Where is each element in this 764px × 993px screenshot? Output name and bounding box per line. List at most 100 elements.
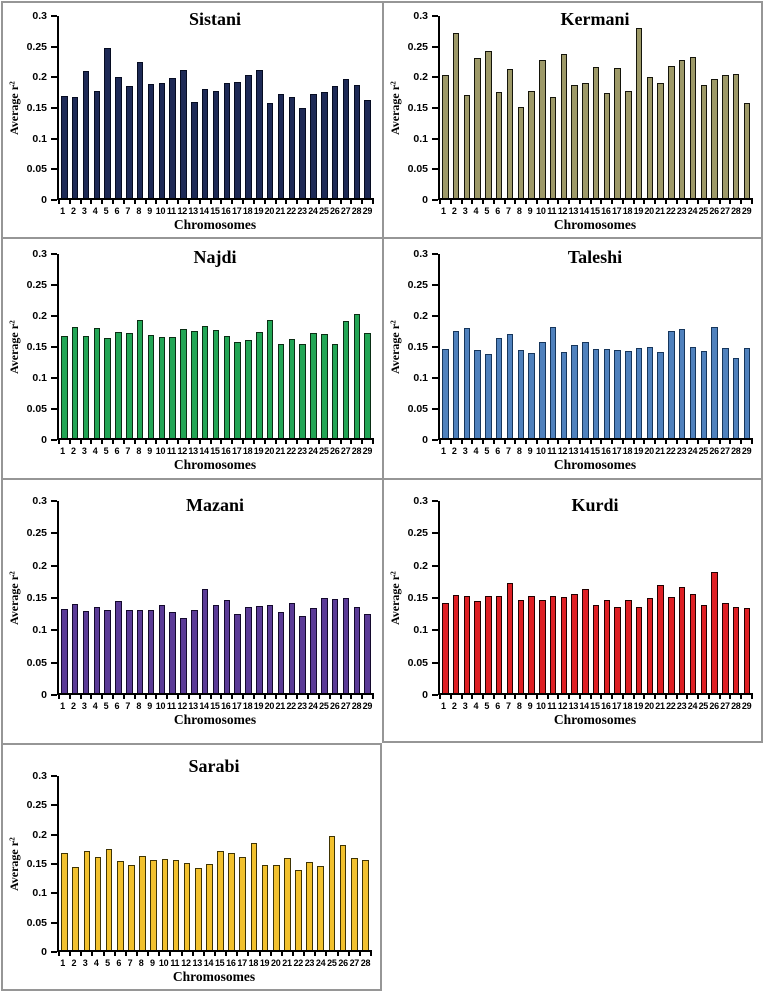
bar <box>592 66 600 198</box>
bar <box>245 339 252 438</box>
x-axis-tick-labels: 1 2 3 4 5 6 7 8 9 10 11 12 13 14 15 16 17 18 19 20 21 22 23 24 2… <box>57 701 373 711</box>
x-axis-tick-labels: 1 2 3 4 5 6 7 8 9 10 11 12 13 14 15 16 17 18 19 20 21 22 23 24 2… <box>57 206 373 216</box>
bar <box>700 605 707 693</box>
bar <box>657 352 664 438</box>
x-tick-label: 3 <box>81 446 87 456</box>
bar <box>115 331 122 438</box>
y-tick-label: 0.15 <box>26 857 47 870</box>
x-tick-mark <box>263 693 266 699</box>
x-tick-label: 22 <box>666 206 676 216</box>
bar <box>582 342 589 438</box>
bar <box>625 91 632 198</box>
x-tick-mark <box>328 198 331 204</box>
bar <box>72 97 79 198</box>
x-tick-mark <box>144 198 147 204</box>
x-tick-mark <box>198 438 201 444</box>
y-tick-label: 0 <box>41 688 47 701</box>
x-tick-mark <box>187 198 190 204</box>
x-tick-mark <box>124 950 127 956</box>
y-tick-mark <box>432 284 438 286</box>
y-tick-mark <box>51 15 57 17</box>
x-axis-label: Chromosomes <box>553 457 637 472</box>
x-tick-label: 19 <box>633 206 644 216</box>
y-tick-mark <box>432 168 438 171</box>
chart: Average r² 0.3 0.25 0.2 0.15 0.1 0.05 0 Najdi … <box>7 247 374 473</box>
bar <box>136 62 144 198</box>
x-tick-label: 18 <box>622 446 633 456</box>
x-tick-mark <box>198 693 201 699</box>
x-tick-mark <box>589 198 592 204</box>
y-tick-mark <box>432 408 438 410</box>
y-axis-label: Average r² <box>388 571 402 625</box>
x-tick-label: 29 <box>362 446 373 456</box>
bar <box>442 75 449 198</box>
x-tick-mark <box>274 198 277 204</box>
y-tick-label: 0.1 <box>413 132 428 145</box>
bar <box>169 337 176 438</box>
bar <box>689 593 697 693</box>
chart-title: Sarabi <box>188 756 240 776</box>
y-tick-mark <box>51 45 57 48</box>
x-tick-mark <box>155 438 158 444</box>
x-tick-mark <box>296 693 299 699</box>
x-tick-mark <box>358 950 361 956</box>
bar <box>317 865 325 950</box>
x-tick-mark <box>122 693 125 699</box>
x-tick-mark <box>339 198 342 204</box>
y-axis-tick-labels: 0.3 0.25 0.2 0.15 0.1 0.05 0 <box>22 495 57 701</box>
x-tick-mark <box>654 693 657 699</box>
chart: Average r² 0.3 0.25 0.2 0.15 0.1 0.05 0 Mazani… <box>7 495 374 728</box>
bar <box>485 353 492 438</box>
y-tick-mark <box>51 661 57 664</box>
bar <box>321 92 328 198</box>
x-tick-label: 26 <box>338 958 348 968</box>
y-axis-tick-labels: 0.3 0.25 0.2 0.15 0.1 0.05 0 <box>22 770 57 958</box>
x-tick-mark <box>314 950 317 956</box>
bar <box>126 332 133 438</box>
x-tick-label: 25 <box>319 701 329 711</box>
y-tick-label: 0.05 <box>26 916 47 929</box>
bar <box>115 600 122 693</box>
bar <box>328 835 336 950</box>
bar <box>442 602 449 693</box>
x-tick-mark <box>225 950 228 956</box>
y-tick-mark <box>432 15 438 17</box>
x-tick-label: 25 <box>319 446 329 456</box>
bar <box>679 586 686 693</box>
x-tick-mark <box>101 693 104 699</box>
x-tick-label: 7 <box>127 958 133 968</box>
x-tick-label: 1 <box>60 206 65 216</box>
y-tick-label: 0 <box>422 688 428 701</box>
x-tick-label: 8 <box>516 206 522 216</box>
bar <box>668 66 675 198</box>
x-tick-mark <box>317 438 320 444</box>
y-tick-mark <box>51 253 57 255</box>
chart: Average r² 0.3 0.25 0.2 0.15 0.1 0.05 0 Sarabi… <box>7 756 372 985</box>
x-tick-label: 5 <box>103 446 109 456</box>
x-tick-mark <box>58 693 60 699</box>
bar-series <box>59 776 371 950</box>
x-tick-mark <box>242 438 245 444</box>
x-tick-label: 5 <box>484 701 490 711</box>
x-tick-mark <box>707 198 710 204</box>
chart-title: Sistani <box>188 9 242 29</box>
bar <box>116 861 124 950</box>
x-tick-label: 8 <box>136 206 142 216</box>
bar <box>115 76 122 198</box>
bar <box>93 91 101 198</box>
x-tick-mark <box>525 693 528 699</box>
bar <box>136 609 144 693</box>
x-tick-label: 27 <box>720 701 730 711</box>
bar <box>83 851 91 950</box>
bar <box>61 609 68 693</box>
x-tick-mark <box>285 693 288 699</box>
x-tick-label: 18 <box>622 206 633 216</box>
bar <box>147 334 155 438</box>
x-tick-mark <box>568 693 571 699</box>
x-tick-mark <box>209 438 212 444</box>
x-tick-label: 17 <box>611 206 622 216</box>
y-tick-mark <box>432 597 438 599</box>
x-tick-mark <box>177 693 180 699</box>
y-tick-mark <box>51 408 57 410</box>
bar <box>689 56 697 198</box>
